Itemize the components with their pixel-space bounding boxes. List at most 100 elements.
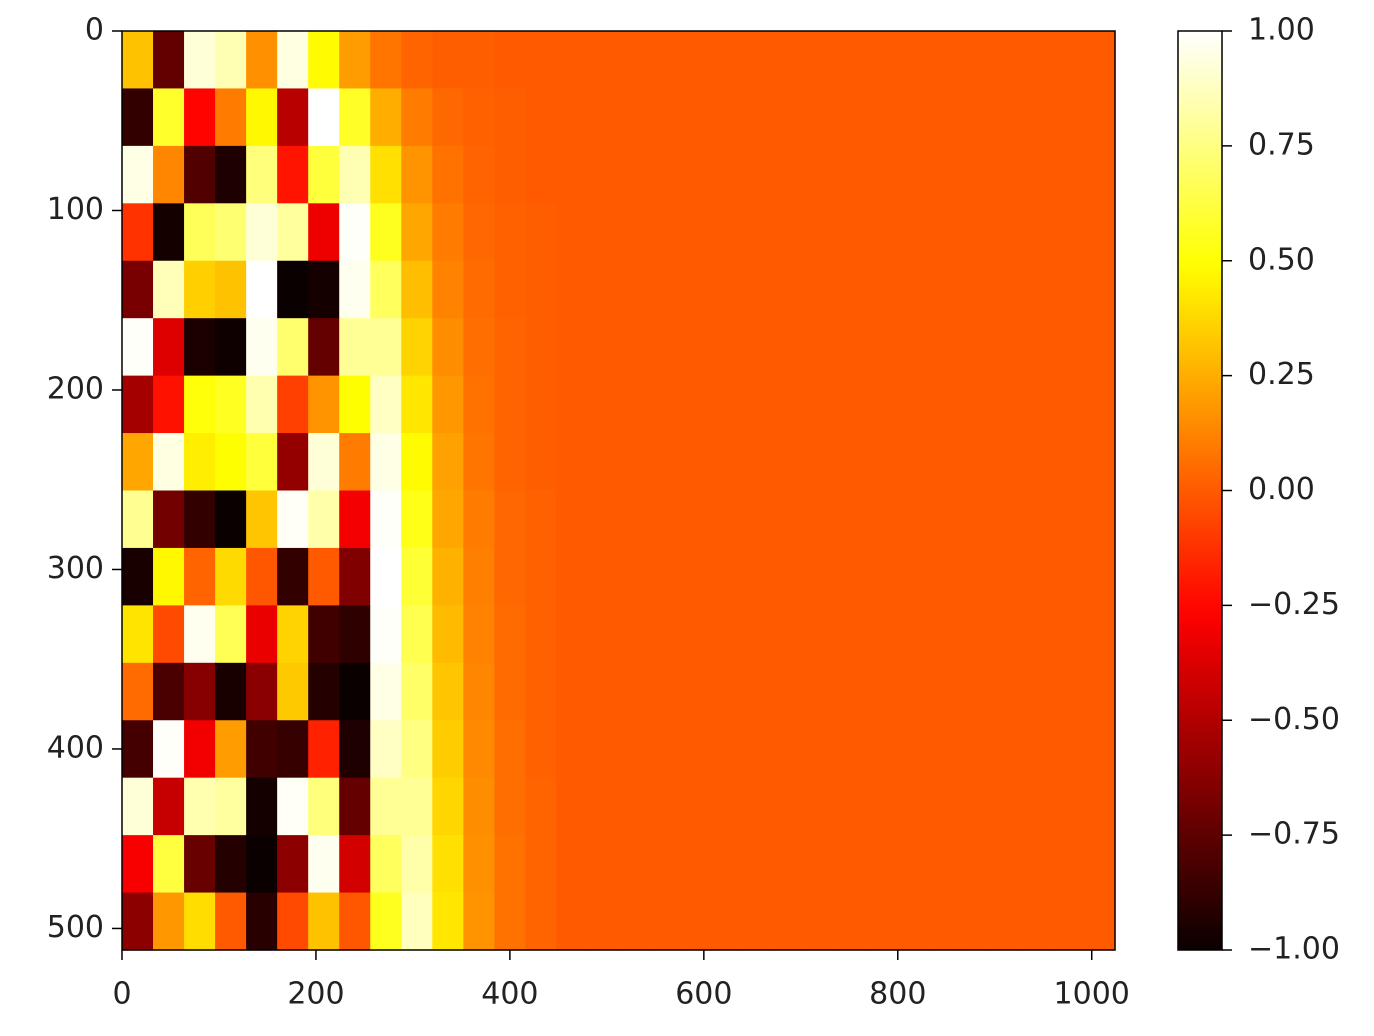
heatmap-cell xyxy=(649,835,682,894)
heatmap-cell xyxy=(463,777,495,836)
heatmap-cell xyxy=(401,720,433,779)
heatmap-cell xyxy=(153,720,185,779)
heatmap-cell xyxy=(618,892,651,951)
heatmap-cell xyxy=(866,88,899,147)
heatmap-cell xyxy=(525,31,558,90)
heatmap-cell xyxy=(122,547,154,606)
heatmap-cell xyxy=(587,490,620,549)
heatmap-cell xyxy=(184,490,216,549)
heatmap-cell xyxy=(711,375,744,434)
heatmap-cell xyxy=(432,318,464,377)
heatmap-cell xyxy=(1021,88,1054,147)
heatmap-cell xyxy=(959,260,992,319)
heatmap-cell xyxy=(122,892,154,951)
heatmap-cell xyxy=(556,145,589,204)
heatmap-cell xyxy=(215,375,247,434)
heatmap-cell xyxy=(773,662,806,721)
heatmap-cell xyxy=(432,490,464,549)
heatmap-cell xyxy=(308,547,340,606)
heatmap-cell xyxy=(835,145,868,204)
heatmap-cell xyxy=(835,318,868,377)
heatmap-cell xyxy=(649,433,682,492)
heatmap-cell xyxy=(339,375,371,434)
heatmap-cell xyxy=(122,433,154,492)
heatmap-cell xyxy=(1083,892,1116,951)
heatmap-cell xyxy=(463,88,495,147)
x-tick-label: 800 xyxy=(869,977,926,1012)
heatmap-cell xyxy=(339,31,371,90)
heatmap-cell xyxy=(618,777,651,836)
heatmap-cell xyxy=(1052,892,1085,951)
heatmap-cell xyxy=(370,605,402,664)
heatmap-cell xyxy=(1083,375,1116,434)
heatmap-cell xyxy=(401,433,433,492)
heatmap-cell xyxy=(122,720,154,779)
heatmap-cell xyxy=(525,433,558,492)
heatmap-cell xyxy=(866,720,899,779)
heatmap-cell xyxy=(1021,777,1054,836)
heatmap-cell xyxy=(339,547,371,606)
heatmap-cell xyxy=(618,318,651,377)
heatmap-cell xyxy=(1083,835,1116,894)
heatmap-cell xyxy=(649,375,682,434)
heatmap-cell xyxy=(432,547,464,606)
heatmap-cell xyxy=(742,547,775,606)
heatmap-cell xyxy=(1021,892,1054,951)
heatmap-cell xyxy=(1021,605,1054,664)
heatmap-cell xyxy=(1021,547,1054,606)
heatmap-cell xyxy=(494,835,527,894)
heatmap-cell xyxy=(711,31,744,90)
heatmap-cell xyxy=(928,547,961,606)
heatmap-cell xyxy=(618,375,651,434)
heatmap-cell xyxy=(1052,490,1085,549)
heatmap-cell xyxy=(773,892,806,951)
heatmap-cell xyxy=(587,547,620,606)
heatmap-cell xyxy=(897,605,930,664)
heatmap-cell xyxy=(308,835,340,894)
heatmap-cell xyxy=(1083,260,1116,319)
heatmap-cell xyxy=(773,605,806,664)
heatmap-cell xyxy=(277,318,309,377)
heatmap-cell xyxy=(370,662,402,721)
heatmap-cell xyxy=(308,720,340,779)
x-tick-label: 200 xyxy=(287,977,344,1012)
heatmap-cell xyxy=(1052,375,1085,434)
heatmap-cell xyxy=(587,892,620,951)
heatmap-cell xyxy=(587,662,620,721)
heatmap-cell xyxy=(1021,835,1054,894)
heatmap-cell xyxy=(866,835,899,894)
heatmap-cell xyxy=(1083,88,1116,147)
heatmap-cell xyxy=(494,490,527,549)
heatmap-cell xyxy=(711,260,744,319)
heatmap-cell xyxy=(122,777,154,836)
heatmap-cell xyxy=(370,145,402,204)
heatmap-cell xyxy=(835,662,868,721)
heatmap-cell xyxy=(122,835,154,894)
heatmap-cell xyxy=(804,892,837,951)
heatmap-cell xyxy=(463,145,495,204)
heatmap-cell xyxy=(556,777,589,836)
heatmap-cell xyxy=(153,777,185,836)
heatmap-cell xyxy=(556,892,589,951)
heatmap-cell xyxy=(990,777,1023,836)
heatmap-cell xyxy=(804,605,837,664)
colorbar-tick-label: 0.00 xyxy=(1248,472,1315,507)
heatmap-cell xyxy=(184,720,216,779)
heatmap-cell xyxy=(277,145,309,204)
heatmap-cell xyxy=(866,433,899,492)
heatmap-cell xyxy=(835,605,868,664)
heatmap-cell xyxy=(1052,720,1085,779)
heatmap-cell xyxy=(680,777,713,836)
heatmap-cell xyxy=(959,88,992,147)
heatmap-cell xyxy=(432,260,464,319)
heatmap-cell xyxy=(463,433,495,492)
heatmap-cell xyxy=(804,375,837,434)
heatmap-cell xyxy=(184,835,216,894)
heatmap-cell xyxy=(308,31,340,90)
heatmap-cell xyxy=(990,835,1023,894)
heatmap-cell xyxy=(308,88,340,147)
heatmap-cell xyxy=(866,662,899,721)
heatmap-cell xyxy=(649,31,682,90)
heatmap-cell xyxy=(525,662,558,721)
heatmap-cell xyxy=(990,433,1023,492)
